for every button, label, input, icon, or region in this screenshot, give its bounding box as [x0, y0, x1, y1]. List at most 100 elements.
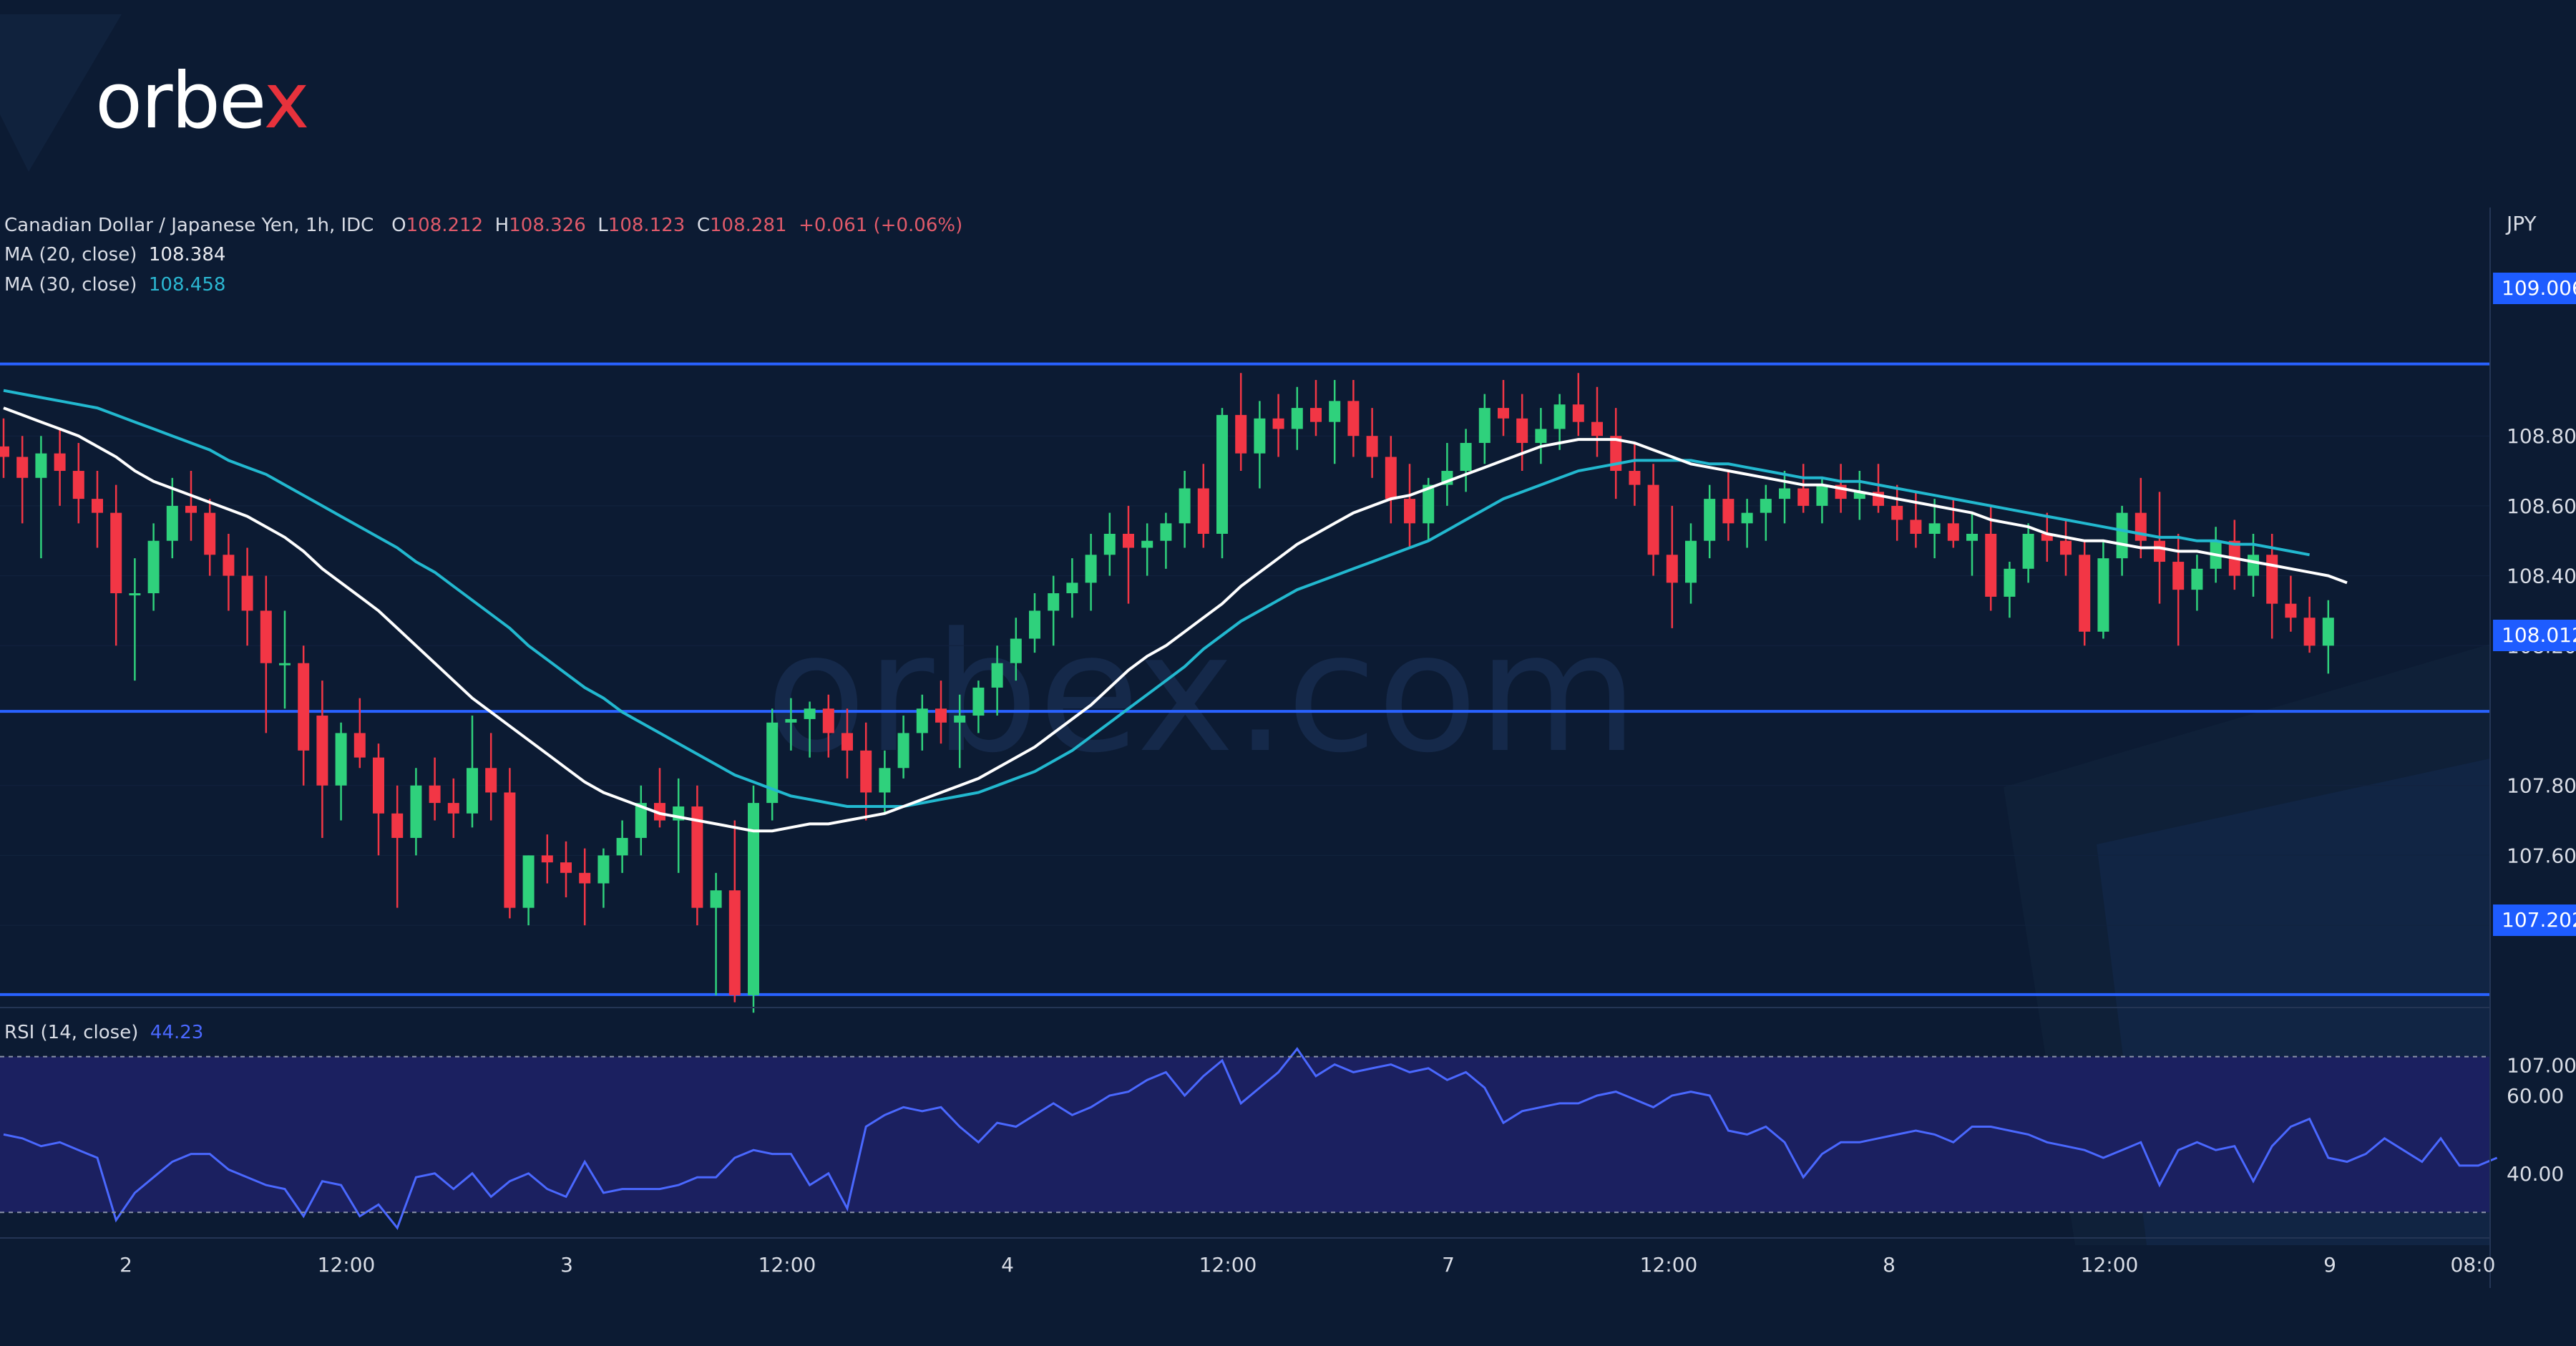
rsi-tick-label: 60.00: [2507, 1084, 2564, 1108]
candle-body: [1722, 499, 1735, 524]
time-tick-label: 12:00: [1199, 1253, 1257, 1277]
candle-body: [316, 716, 328, 786]
candle: [2060, 520, 2072, 576]
candle: [766, 708, 779, 821]
candle-body: [2191, 568, 2203, 590]
candle-body: [822, 708, 834, 733]
logo-text: orbe: [95, 57, 265, 146]
candle-body: [991, 663, 1003, 688]
candle: [485, 733, 497, 821]
candle-body: [597, 855, 610, 884]
candle-body: [1647, 484, 1659, 555]
candle-body: [541, 855, 553, 863]
candle: [279, 610, 291, 709]
candle: [1103, 512, 1116, 576]
candle-body: [1966, 533, 1978, 541]
candle: [410, 768, 422, 856]
rsi-legend[interactable]: RSI (14, close) 44.23: [4, 1022, 203, 1043]
candle: [1478, 394, 1491, 464]
candle-body: [1385, 457, 1397, 499]
price-tag-support: 107.202: [2493, 904, 2576, 936]
candle: [2322, 600, 2334, 674]
ma20-legend[interactable]: MA (20, close) 108.384: [4, 244, 225, 265]
candle-body: [1160, 523, 1172, 541]
candle: [2004, 562, 2016, 618]
candle: [353, 698, 366, 769]
candle: [1591, 386, 1603, 457]
candle: [1779, 471, 1790, 524]
candle-body: [1591, 421, 1603, 437]
candle-body: [804, 708, 816, 719]
price-tick-label: 108.800: [2507, 424, 2576, 448]
rsi-band: [0, 1056, 2490, 1213]
candle-body: [785, 718, 797, 723]
candle-body: [560, 862, 572, 873]
candle: [1216, 408, 1228, 559]
candle-body: [1572, 404, 1584, 422]
candle-body: [1947, 523, 1959, 541]
candle: [1553, 394, 1566, 450]
candle: [54, 429, 66, 506]
candle-body: [16, 457, 29, 478]
candle-body: [2266, 555, 2278, 604]
candle: [1197, 464, 1209, 548]
candle-body: [485, 768, 497, 793]
close-label: C: [696, 215, 711, 236]
candle-body: [241, 575, 253, 611]
candle: [147, 523, 160, 611]
candle-body: [1478, 408, 1491, 443]
ohlc-values: O108.212 H108.326 L108.123 C108.281 +0.0…: [380, 215, 963, 236]
candle: [991, 645, 1003, 716]
candle: [1947, 499, 1959, 548]
candle-body: [1103, 533, 1116, 555]
time-axis[interactable]: 2 12:00 3 12:00 4 12:00 7 12:00 8 12:00 9 08:0: [119, 1253, 2495, 1277]
candle-body: [691, 806, 703, 908]
candle: [2116, 505, 2128, 576]
candle-body: [1141, 540, 1153, 548]
logo-accent: x: [263, 57, 310, 146]
candle-body: [2041, 533, 2053, 541]
candle: [1516, 394, 1528, 472]
candle: [1741, 499, 1753, 548]
price-tick-label: 108.600: [2507, 494, 2576, 518]
time-tick-label: 12:00: [1640, 1253, 1698, 1277]
rsi-axis[interactable]: 60.00 40.00: [0, 1055, 2564, 1214]
candle: [298, 645, 310, 786]
low-label: L: [597, 215, 608, 236]
candle-body: [1797, 488, 1810, 506]
price-axis[interactable]: 108.800108.600108.400108.200107.800107.6…: [2507, 424, 2576, 1077]
candle: [579, 848, 591, 926]
candle: [1347, 380, 1360, 457]
candle-body: [1235, 414, 1247, 454]
candle: [1704, 484, 1716, 559]
candle: [16, 436, 29, 524]
symbol-legend[interactable]: Canadian Dollar / Japanese Yen, 1h, IDC …: [4, 215, 962, 236]
candle: [35, 436, 47, 559]
ma30-value: 108.458: [148, 274, 226, 296]
candle: [804, 701, 816, 758]
price-tick-label: 107.800: [2507, 774, 2576, 798]
time-tick-label: 3: [560, 1253, 573, 1277]
candle-body: [2172, 562, 2185, 590]
candle-body: [1666, 555, 1678, 583]
candle: [2022, 523, 2034, 583]
candle-body: [1347, 401, 1360, 437]
candle-body: [710, 890, 722, 908]
change-value: +0.061 (+0.06%): [799, 215, 963, 236]
candle: [1179, 471, 1191, 548]
candle: [635, 785, 647, 856]
candle: [2285, 575, 2297, 632]
candle-body: [2135, 512, 2147, 541]
candle: [1254, 401, 1266, 489]
candle-body: [1535, 429, 1547, 443]
candle-body: [129, 593, 141, 596]
ma30-legend[interactable]: MA (30, close) 108.458: [4, 274, 225, 296]
candle: [710, 872, 722, 995]
candle-body: [504, 792, 516, 908]
candle-body: [748, 803, 759, 995]
candle: [541, 834, 553, 884]
candle-body: [1760, 499, 1772, 513]
candle-body: [429, 785, 441, 804]
